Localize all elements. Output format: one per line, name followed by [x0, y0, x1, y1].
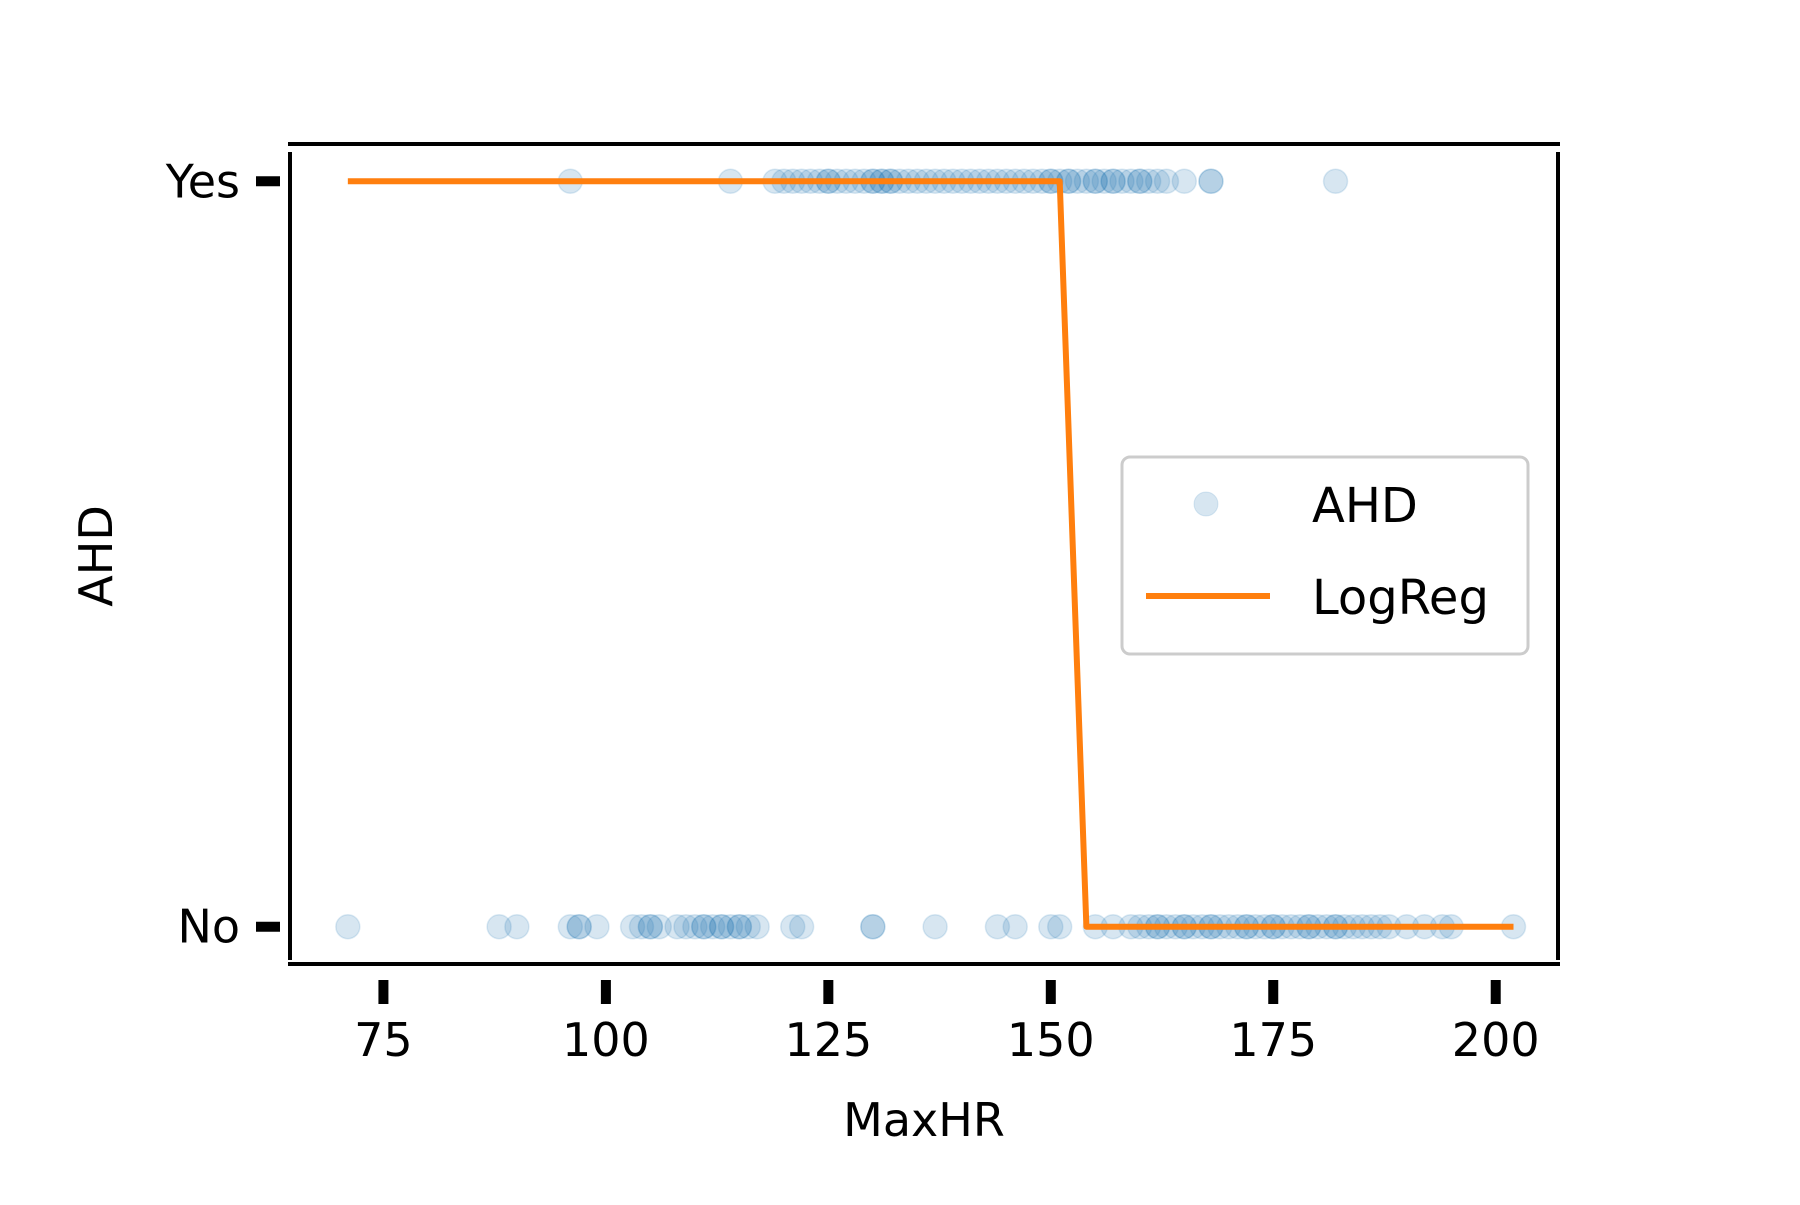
scatter-point-no [646, 913, 673, 940]
scatter-point-yes [1135, 168, 1162, 195]
legend-label-logreg: LogReg [1312, 570, 1489, 626]
scatter-point-no [486, 913, 512, 940]
scatter-point-no [673, 913, 699, 940]
scatter-point-yes [1091, 168, 1117, 195]
scatter-point-yes [1082, 168, 1109, 195]
scatter-point-no [726, 913, 753, 940]
scatter-point-no [780, 913, 806, 940]
scatter-point-yes [1144, 168, 1171, 195]
scatter-point-yes [1064, 168, 1091, 195]
x-tick-label: 200 [1452, 1013, 1540, 1067]
legend-box [1120, 455, 1530, 656]
scatter-layer [335, 168, 1527, 940]
scatter-point-no [664, 913, 690, 940]
scatter-point-yes [1322, 168, 1349, 195]
x-tick-label: 100 [562, 1013, 650, 1067]
scatter-point-yes [1100, 168, 1126, 195]
scatter-point-no [557, 913, 584, 940]
scatter-point-yes [1198, 168, 1224, 195]
logreg-line [347, 178, 1514, 930]
scatter-point-yes [1082, 168, 1109, 195]
scatter-point-yes [1109, 168, 1135, 195]
scatter-point-no [699, 913, 726, 940]
scatter-point-no [708, 913, 735, 940]
scatter-point-no [691, 913, 717, 940]
x-axis-ticks: 75 100 125 150 175 200 [354, 980, 1540, 1067]
scatter-point-no [566, 913, 592, 940]
scatter-point-no [788, 913, 815, 940]
y-tick-label: Yes [165, 154, 240, 208]
x-tick-label: 150 [1007, 1013, 1095, 1067]
scatter-point-no [628, 913, 655, 940]
scatter-point-no [1038, 913, 1064, 940]
scatter-point-no [708, 913, 735, 940]
scatter-point-no [619, 913, 646, 940]
x-axis-label: MaxHR [843, 1093, 1005, 1147]
scatter-point-no [984, 913, 1011, 940]
y-axis-label: AHD [69, 505, 123, 606]
scatter-point-no [504, 913, 530, 940]
x-tick-label: 125 [784, 1013, 872, 1067]
scatter-point-no [860, 913, 886, 940]
scatter-point-no [726, 913, 753, 940]
scatter-point-yes [1100, 168, 1126, 195]
x-tick-label: 175 [1229, 1013, 1317, 1067]
scatter-point-no [637, 913, 664, 940]
scatter-point-yes [1127, 168, 1153, 195]
scatter-point-no [1046, 913, 1073, 940]
scatter-point-no [860, 913, 886, 940]
scatter-point-yes [1127, 168, 1153, 195]
scatter-point-no [335, 913, 361, 940]
scatter-point-no [717, 913, 744, 940]
y-axis-ticks: No Yes [165, 154, 280, 954]
legend-marker-ahd [1193, 491, 1219, 517]
scatter-point-yes [1153, 168, 1180, 195]
legend: AHD LogReg [1120, 455, 1530, 656]
scatter-point-no [682, 913, 708, 940]
scatter-point-no [637, 913, 664, 940]
scatter-point-no [566, 913, 592, 940]
scatter-point-no [922, 913, 948, 940]
scatter-point-no [584, 913, 610, 940]
scatter-point-no [735, 913, 762, 940]
scatter-point-no [1002, 913, 1028, 940]
scatter-point-yes [1171, 168, 1198, 195]
x-tick-label: 75 [354, 1013, 413, 1067]
line-layer [347, 178, 1514, 930]
scatter-point-no [691, 913, 717, 940]
scatter-point-yes [1198, 168, 1224, 195]
scatter-point-yes [1073, 168, 1100, 195]
scatter-point-no [744, 913, 770, 940]
legend-label-ahd: AHD [1312, 478, 1418, 534]
axes-frame [288, 142, 1560, 966]
y-tick-label: No [177, 900, 240, 954]
scatter-point-yes [1118, 168, 1144, 195]
